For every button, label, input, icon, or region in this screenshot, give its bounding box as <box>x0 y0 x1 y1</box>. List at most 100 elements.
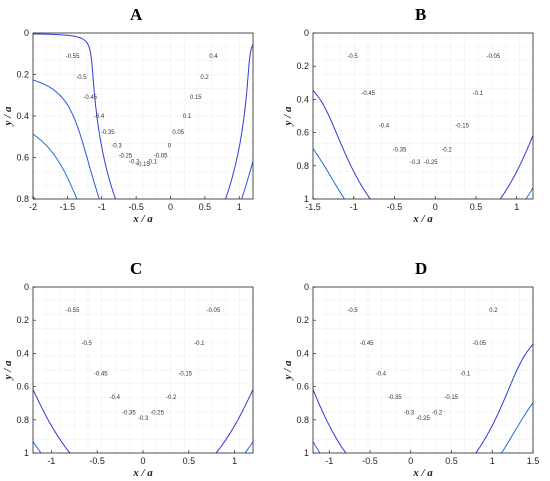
y-axis: 0 0.2 0.4 0.6 0.8 y / a <box>2 28 36 204</box>
x-tick-label: 1 <box>237 202 242 212</box>
grid <box>313 33 533 199</box>
contour-label: -0.5 <box>76 75 87 81</box>
y-axis-label: y / a <box>2 106 14 127</box>
y-tick-label: 0.6 <box>296 128 309 138</box>
contour-label: -0.5 <box>347 308 358 314</box>
contour-label: -0.4 <box>376 371 387 377</box>
panel-letter: D <box>415 259 427 278</box>
contour-label: -0.4 <box>94 114 105 120</box>
x-axis-label: x / a <box>132 213 153 225</box>
panel-letter: B <box>415 5 426 24</box>
y-axis: 0 0.2 0.4 0.6 0.8 1 y / a <box>282 282 316 458</box>
y-tick-label: 0.4 <box>296 348 309 358</box>
x-tick-label: -0.5 <box>89 456 105 466</box>
contour-line-m0p45 <box>33 133 78 199</box>
contour-label: -0.1 <box>147 160 158 166</box>
contour-labels: -0.55 -0.5 -0.45 -0.4 -0.35-0.3-0.25 -0.2 -0.1… <box>66 308 221 422</box>
contour-label: -0.05 <box>154 154 168 160</box>
contour-label: -0.25 <box>119 154 133 160</box>
contour-label: -0.2 <box>129 160 140 166</box>
plot-frame <box>312 32 534 200</box>
contour-label: -0.4 <box>379 123 390 129</box>
contour-label: -0.55 <box>66 54 80 60</box>
y-tick-label: 0.8 <box>16 194 29 204</box>
contour-label: -0.05 <box>472 341 486 347</box>
contour-line-m0p55 <box>33 33 253 199</box>
contour-label: 0.2 <box>489 308 498 314</box>
y-tick-label: 0.4 <box>16 348 29 358</box>
contour-label: -0.15 <box>444 395 458 401</box>
y-tick-label: 0.8 <box>296 415 309 425</box>
contour-label: -0.35 <box>393 147 407 153</box>
contour-lines <box>33 389 253 453</box>
contour-label: -0.1 <box>473 91 484 97</box>
panel-a: A-0.55-0.5-0.45-0.4-0.35-0.3-0.25-0.2-0.… <box>2 5 254 225</box>
contour-label: -0.45 <box>361 91 375 97</box>
contour-label: -0.25 <box>150 411 164 417</box>
contour-label: -0.3 <box>410 160 421 166</box>
y-tick-label: 0.6 <box>16 153 29 163</box>
y-tick-label: 0 <box>24 28 29 38</box>
x-tick-label: -0.5 <box>362 456 378 466</box>
y-tick-label: 0.2 <box>296 315 309 325</box>
contour-label: -0.45 <box>94 371 108 377</box>
contour-label: -0.35 <box>122 411 136 417</box>
contour-label: -0.5 <box>82 341 93 347</box>
contour-label: -0.4 <box>110 395 121 401</box>
y-tick-label: 1 <box>24 448 29 458</box>
y-tick-label: 0.2 <box>296 61 309 71</box>
contour-label: -0.5 <box>347 54 358 60</box>
plot-frame <box>312 286 534 454</box>
y-tick-label: 0.2 <box>16 70 29 80</box>
contour-label: -0.15 <box>178 371 192 377</box>
contour-label: -0.2 <box>166 395 177 401</box>
x-tick-label: 0 <box>433 202 438 212</box>
contour-label: -0.3 <box>111 144 122 150</box>
x-tick-label: -1 <box>98 202 106 212</box>
contour-label: -0.2 <box>432 411 443 417</box>
y-tick-label: 0.8 <box>296 161 309 171</box>
contour-label: 0.05 <box>172 130 184 136</box>
panel-letter: C <box>130 259 142 278</box>
contour-label: 0.2 <box>200 75 209 81</box>
contour-label: -0.05 <box>207 308 221 314</box>
contour-label: -0.55 <box>66 308 80 314</box>
x-tick-label: 1 <box>232 456 237 466</box>
y-tick-label: 0 <box>304 282 309 292</box>
x-tick-label: 0 <box>168 202 173 212</box>
contour-label: -0.3 <box>404 411 415 417</box>
y-axis: 0 0.2 0.4 0.6 0.8 1 y / a <box>2 282 36 458</box>
x-tick-label: 0 <box>408 456 413 466</box>
y-tick-label: 0.6 <box>296 382 309 392</box>
contour-line-m0p5 <box>33 389 253 453</box>
x-axis-label: x / a <box>412 467 433 479</box>
x-tick-label: -1 <box>325 456 333 466</box>
x-tick-label: 1 <box>490 456 495 466</box>
x-axis-label: x / a <box>412 213 433 225</box>
panel-letter: A <box>130 5 143 24</box>
contour-label: -0.25 <box>424 160 438 166</box>
contour-label: -0.35 <box>101 130 115 136</box>
y-tick-label: 0.2 <box>16 315 29 325</box>
contour-label: -0.15 <box>455 123 469 129</box>
x-axis-label: x / a <box>132 467 153 479</box>
y-tick-label: 0.8 <box>16 415 29 425</box>
panel-d: D-0.5-0.45-0.4-0.35-0.3-0.25-0.2-0.15-0.… <box>282 259 539 479</box>
x-tick-label: 1.5 <box>527 456 540 466</box>
contour-label: -0.05 <box>487 54 501 60</box>
contour-lines <box>33 33 253 199</box>
x-tick-label: -1.5 <box>305 202 321 212</box>
x-axis: -1 -0.5 0 0.5 1 x / a <box>47 450 237 479</box>
x-tick-label: -0.5 <box>387 202 403 212</box>
contour-label: 0.1 <box>183 114 192 120</box>
x-tick-label: 0.5 <box>445 456 458 466</box>
y-tick-label: 1 <box>304 194 309 204</box>
contour-label: -0.15 <box>136 162 150 168</box>
x-tick-label: 0.5 <box>199 202 212 212</box>
grid <box>33 287 253 453</box>
contour-label: -0.3 <box>138 416 149 422</box>
x-axis: -1.5 -1 -0.5 0 0.5 1 x / a <box>305 196 519 225</box>
contour-line-m0p5 <box>33 79 253 199</box>
contour-label: 0 <box>168 144 172 150</box>
contour-labels: -0.55-0.5-0.45-0.4-0.35-0.3-0.25-0.2-0.1… <box>66 54 218 168</box>
